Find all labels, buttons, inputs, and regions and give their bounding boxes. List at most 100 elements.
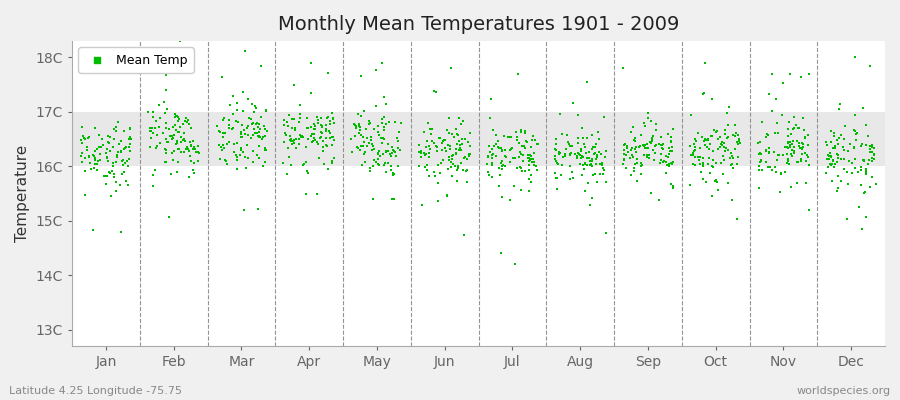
Point [239,164,254,171]
Point [319,125,333,132]
Point [724,150,738,156]
Point [714,141,728,147]
Point [449,125,464,132]
Point [233,130,248,137]
Point [617,150,632,157]
Point [824,154,838,160]
Point [117,146,131,152]
Point [795,150,809,157]
Point [313,134,328,140]
Point [498,152,512,159]
Point [325,134,339,140]
Point [630,156,644,162]
Point [449,146,464,153]
Point [292,102,307,108]
Point [554,131,569,138]
Point [524,153,538,159]
Point [321,128,336,135]
Point [564,169,579,175]
Point [832,101,847,108]
Point [316,148,330,154]
Point [110,152,124,158]
Point [733,140,747,147]
Point [662,160,677,167]
Point [371,150,385,157]
Point [485,151,500,158]
Point [345,148,359,155]
Point [168,111,183,117]
Point [659,153,673,160]
Point [213,156,228,162]
Point [663,139,678,145]
Point [101,133,115,140]
Point [102,140,116,146]
Point [419,138,434,144]
Point [826,130,841,136]
Point [715,160,729,166]
Point [780,126,795,132]
Point [161,126,176,132]
Point [106,144,121,150]
Point [759,134,773,140]
Point [510,165,525,171]
Point [213,129,228,136]
Point [352,130,366,136]
Point [307,135,321,142]
Point [388,119,402,125]
Point [180,118,194,125]
Point [365,163,380,169]
Point [98,172,112,179]
Point [75,140,89,146]
Point [167,132,182,139]
Point [598,148,613,154]
Point [452,147,466,154]
Point [820,142,834,149]
Point [858,188,872,195]
Point [495,148,509,154]
Point [90,158,104,164]
Point [762,150,777,156]
Point [445,173,459,180]
Point [150,142,165,149]
Point [75,137,89,143]
Point [101,158,115,164]
Point [626,168,641,174]
Point [659,158,673,165]
Point [417,128,431,135]
Point [103,134,117,140]
Point [372,132,386,138]
Point [731,140,745,147]
Point [550,186,564,192]
Point [463,150,477,157]
Point [182,120,196,127]
Point [801,142,815,148]
Point [664,181,679,188]
Point [823,150,837,156]
Point [784,183,798,190]
Point [192,150,206,156]
Point [697,90,711,96]
Point [705,96,719,102]
Point [258,145,273,151]
Point [856,157,870,164]
Point [299,159,313,165]
Point [457,154,472,160]
Point [654,141,669,148]
Point [148,118,163,124]
Point [510,134,525,140]
Point [780,150,795,157]
Point [565,100,580,106]
Point [862,63,877,69]
Point [584,161,598,167]
Point [655,145,670,152]
Point [586,172,600,178]
Point [95,141,110,148]
Point [434,160,448,166]
Point [105,168,120,174]
Point [848,156,862,163]
Point [640,152,654,158]
Point [451,163,465,169]
Point [86,152,101,159]
Point [170,168,184,175]
Point [252,154,266,161]
